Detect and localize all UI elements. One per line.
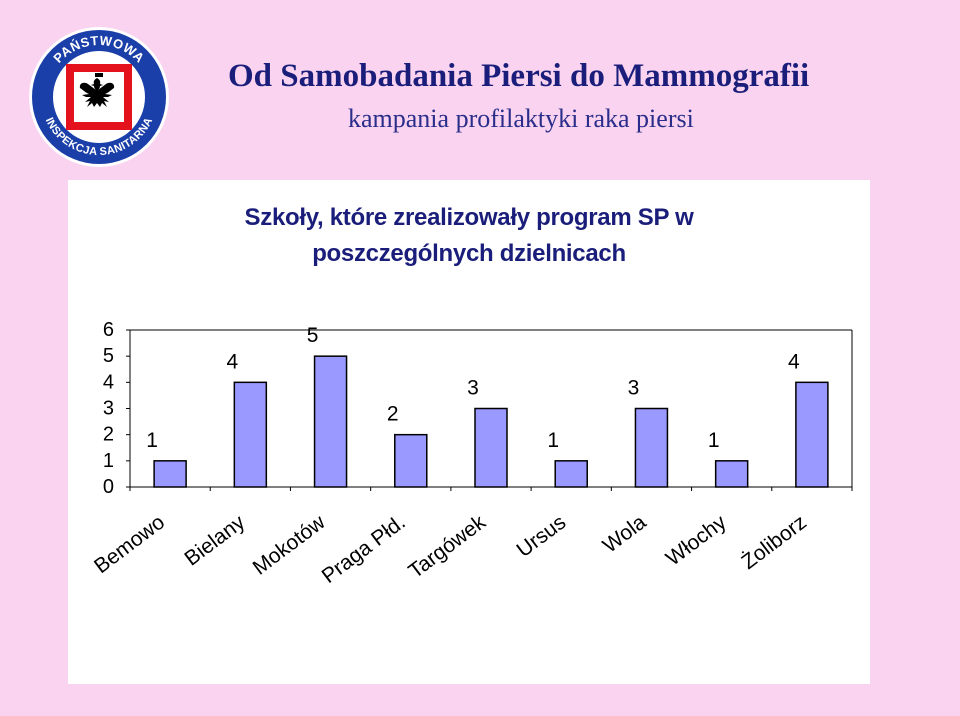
data-label-0: 1 xyxy=(146,429,158,452)
bar-4 xyxy=(474,407,508,488)
category-label-3: Praga Płd. xyxy=(318,511,410,588)
y-tick-label: 4 xyxy=(103,371,114,393)
y-tick-label: 1 xyxy=(103,450,114,472)
bar-6 xyxy=(634,407,669,488)
y-tick-label: 6 xyxy=(103,319,114,341)
chart-title-line-1: Szkoły, które zrealizowały program SP w xyxy=(244,204,694,231)
data-label-6: 3 xyxy=(628,377,640,400)
category-label-6: Wola xyxy=(599,510,651,557)
bar-8 xyxy=(795,381,829,488)
y-tick-label: 0 xyxy=(103,476,114,498)
data-label-8: 4 xyxy=(788,350,800,373)
polish-eagle-emblem-icon xyxy=(79,73,115,107)
data-label-2: 5 xyxy=(307,324,319,347)
category-label-1: Bielany xyxy=(180,510,249,570)
data-label-1: 4 xyxy=(226,350,238,373)
chart-title-line-2: poszczególnych dzielnicach xyxy=(312,240,626,267)
category-label-0: Bemowo xyxy=(90,511,169,579)
chart-panel: Szkoły, które zrealizowały program SP w … xyxy=(68,180,870,684)
inspekcja-sanitarna-logo: PAŃSTWOWA INSPEKCJA SANITARNA xyxy=(29,27,169,167)
data-label-5: 1 xyxy=(547,429,559,452)
bar-5 xyxy=(554,460,588,488)
category-label-5: Ursus xyxy=(513,511,571,562)
category-label-4: Targówek xyxy=(404,510,490,583)
bar-2 xyxy=(313,355,348,488)
bar-1 xyxy=(233,381,268,488)
page-title: Od Samobadania Piersi do Mammografii xyxy=(228,58,810,94)
bar-0 xyxy=(153,460,187,488)
data-label-7: 1 xyxy=(708,429,720,452)
data-label-4: 3 xyxy=(467,377,479,400)
category-label-7: Włochy xyxy=(662,510,731,570)
data-label-3: 2 xyxy=(387,403,399,426)
page-subtitle: kampania profilaktyki raka piersi xyxy=(348,104,694,133)
category-label-8: Żoliborz xyxy=(737,511,811,574)
bar-7 xyxy=(714,460,749,488)
y-tick-label: 5 xyxy=(103,345,114,367)
y-tick-label: 2 xyxy=(103,424,114,446)
bar-3 xyxy=(394,433,428,488)
y-tick-label: 3 xyxy=(103,398,114,420)
